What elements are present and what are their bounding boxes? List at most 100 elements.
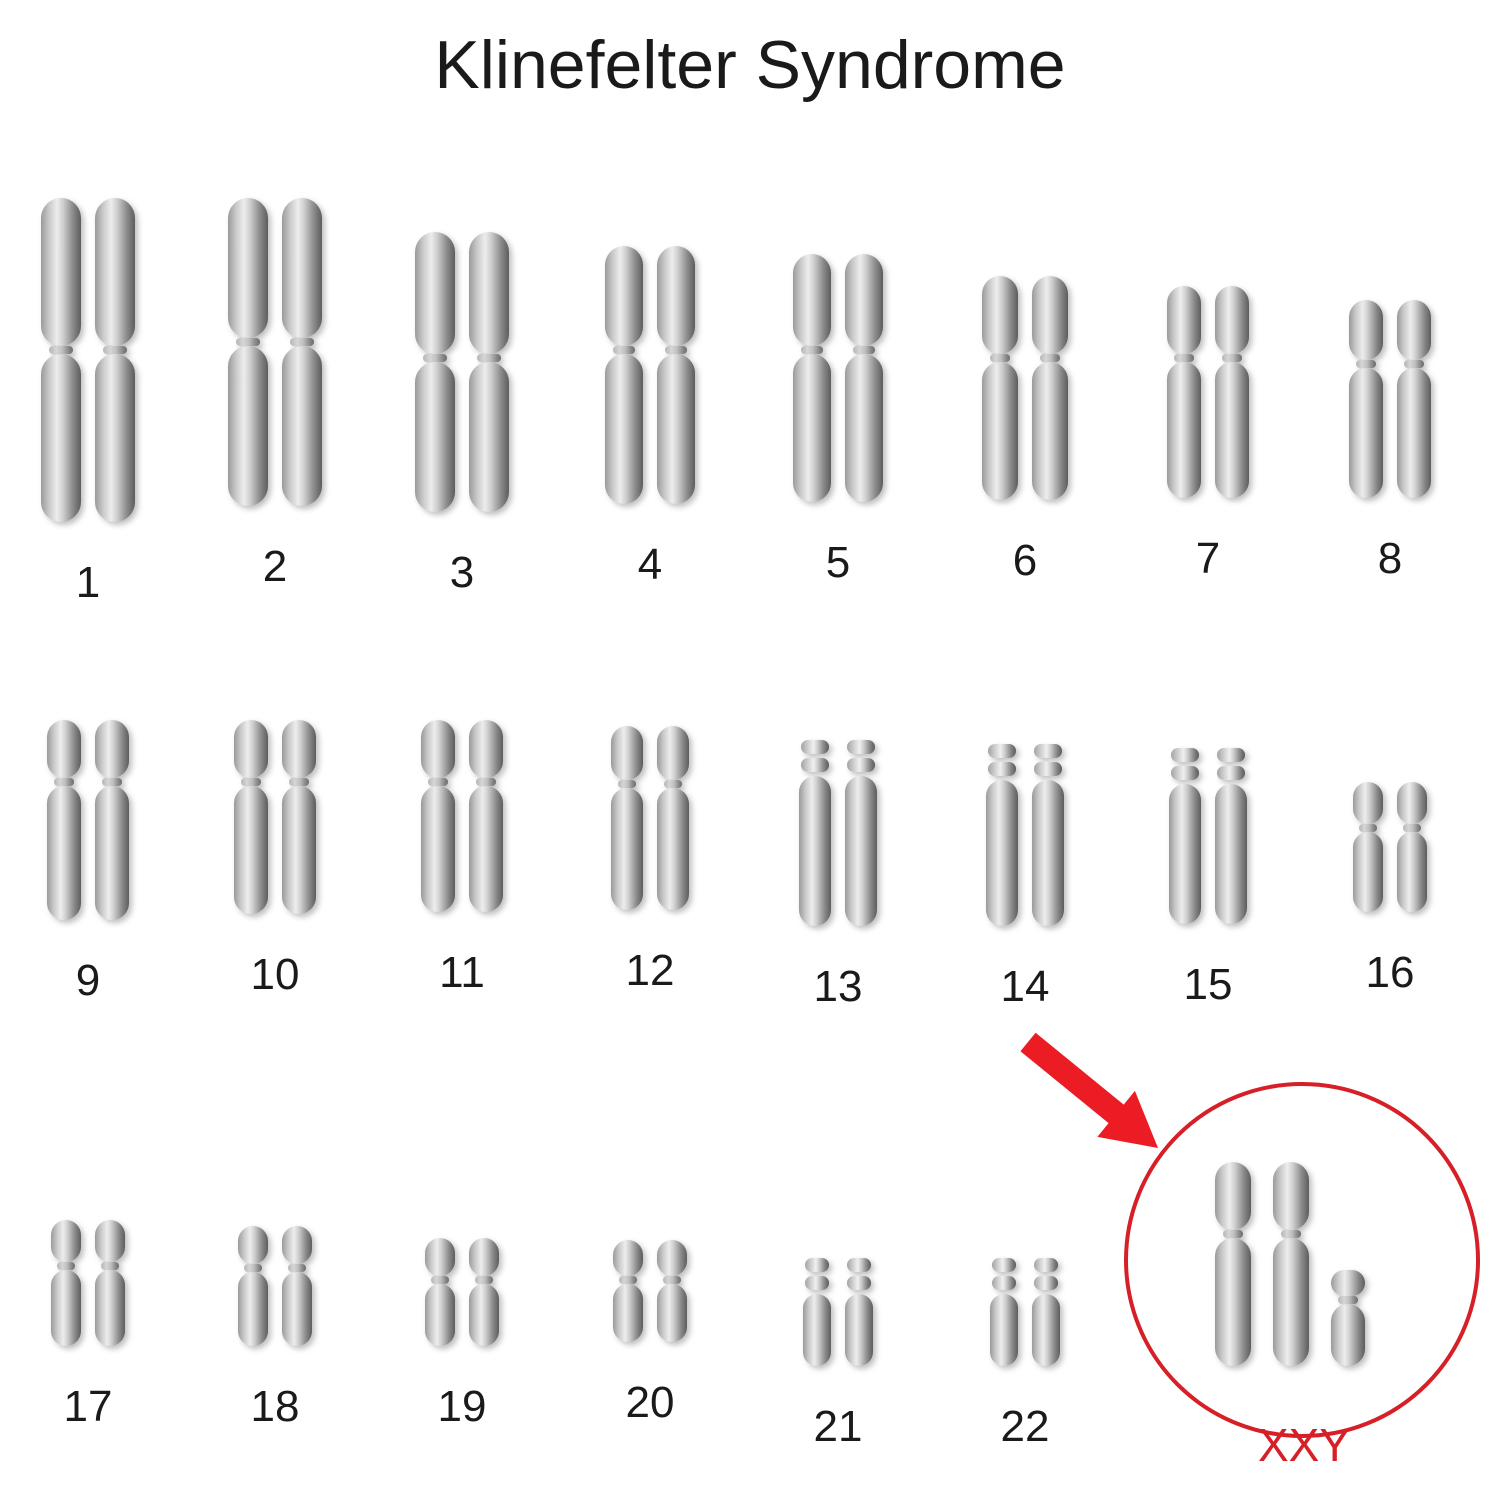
- satellite: [1171, 748, 1199, 762]
- chromatid-group: [425, 1238, 499, 1346]
- q-arm: [1032, 362, 1068, 500]
- chromosome-pair-1: 1: [41, 198, 135, 608]
- q-arm: [238, 1272, 268, 1346]
- chromatid: [793, 254, 831, 502]
- q-arm: [95, 1270, 125, 1346]
- stalk-band: [1217, 766, 1245, 780]
- chromosome-pair-17: 17: [51, 1220, 125, 1432]
- satellite: [847, 1258, 871, 1272]
- q-arm: [845, 1294, 873, 1366]
- centromere: [663, 1276, 680, 1284]
- chromosome-label: 6: [1013, 536, 1037, 586]
- chromosome-pair-2: 2: [228, 198, 322, 592]
- chromatid: [425, 1238, 455, 1346]
- centromere: [664, 780, 683, 788]
- chromatid: [95, 720, 129, 920]
- q-arm: [657, 788, 689, 910]
- chromatid-group: [1353, 782, 1427, 912]
- chromatid-group: [799, 740, 877, 926]
- q-arm: [1397, 368, 1431, 498]
- centromere: [431, 1276, 448, 1284]
- chromosome-label: 2: [263, 542, 287, 592]
- chromatid: [47, 720, 81, 920]
- chromosome-label: 1: [76, 558, 100, 608]
- chromatid: [282, 720, 316, 914]
- chromatid: [1167, 286, 1201, 498]
- q-arm: [95, 786, 129, 920]
- chromosome-label: 7: [1196, 534, 1220, 584]
- centromere: [57, 1262, 74, 1270]
- p-arm: [469, 1238, 499, 1276]
- chromatid: [95, 198, 135, 522]
- q-arm: [282, 786, 316, 914]
- chromatid: [845, 254, 883, 502]
- p-arm: [1397, 782, 1427, 824]
- p-arm: [238, 1226, 268, 1264]
- chromatid: [95, 1220, 125, 1346]
- centromere: [1403, 824, 1420, 832]
- chromatid: [1215, 748, 1247, 924]
- q-arm: [469, 1284, 499, 1346]
- centromere: [477, 354, 500, 362]
- centromere: [990, 354, 1011, 362]
- q-arm: [1032, 780, 1064, 926]
- centromere: [290, 338, 313, 346]
- chromatid-group: [803, 1258, 873, 1366]
- chromatid: [41, 198, 81, 522]
- q-arm: [605, 354, 643, 504]
- p-arm: [657, 246, 695, 346]
- chromosome-pair-20: 20: [613, 1240, 687, 1428]
- chromatid: [1032, 276, 1068, 500]
- chromatid: [238, 1226, 268, 1346]
- satellite: [1034, 1258, 1058, 1272]
- q-arm: [469, 362, 509, 512]
- chromatid: [613, 1240, 643, 1342]
- centromere: [1222, 354, 1242, 362]
- chromosome-pair-16: 16: [1353, 782, 1427, 998]
- p-arm: [611, 726, 643, 780]
- chromosome-pair-3: 3: [415, 232, 509, 598]
- centromere: [1040, 354, 1061, 362]
- centromere: [475, 1276, 492, 1284]
- stalk-band: [801, 758, 829, 772]
- satellite: [1217, 748, 1245, 762]
- chromatid: [605, 246, 643, 504]
- chromosome-label: 11: [439, 948, 485, 998]
- q-arm: [421, 786, 455, 912]
- chromatid: [657, 1240, 687, 1342]
- chromatid-group: [415, 232, 509, 512]
- chromatid: [1397, 782, 1427, 912]
- p-arm: [1353, 782, 1383, 824]
- highlight-label: XXY: [1258, 1418, 1350, 1472]
- chromosome-label: 19: [438, 1382, 487, 1432]
- satellite: [847, 740, 875, 754]
- q-arm: [986, 780, 1018, 926]
- q-arm: [793, 354, 831, 502]
- chromosome-label: 10: [251, 950, 300, 1000]
- chromosome-pair-4: 4: [605, 246, 695, 590]
- satellite: [1034, 744, 1062, 758]
- chromatid-group: [1167, 286, 1249, 498]
- chromosome-pair-15: 15: [1169, 748, 1247, 1010]
- chromatid: [611, 726, 643, 910]
- q-arm: [1167, 362, 1201, 498]
- q-arm: [234, 786, 268, 914]
- p-arm: [1167, 286, 1201, 354]
- centromere: [1359, 824, 1376, 832]
- chromosome-label: 17: [64, 1382, 113, 1432]
- p-arm: [51, 1220, 81, 1262]
- q-arm: [982, 362, 1018, 500]
- chromatid: [282, 198, 322, 506]
- chromatid: [990, 1258, 1018, 1366]
- chromosome-label: 22: [1001, 1402, 1050, 1452]
- stalk-band: [1171, 766, 1199, 780]
- chromatid-group: [51, 1220, 125, 1346]
- p-arm: [95, 198, 135, 346]
- chromosome-label: 5: [826, 538, 850, 588]
- p-arm: [282, 720, 316, 778]
- p-arm: [234, 720, 268, 778]
- chromatid: [845, 740, 877, 926]
- p-arm: [657, 1240, 687, 1276]
- p-arm: [95, 720, 129, 778]
- q-arm: [469, 786, 503, 912]
